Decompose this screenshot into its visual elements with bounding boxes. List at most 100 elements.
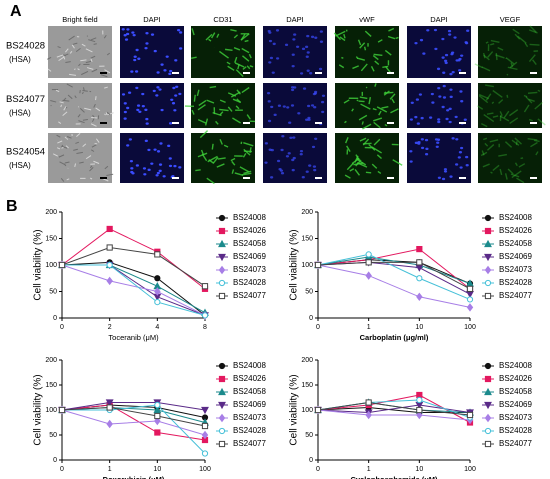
micrograph (263, 83, 327, 128)
series-line (317, 253, 471, 300)
nucleus (290, 104, 295, 107)
nucleus (444, 53, 449, 57)
nucleus (319, 30, 323, 33)
nucleus (133, 58, 137, 62)
nucleus (162, 175, 166, 178)
image-bg (48, 26, 112, 78)
legend-marker (218, 362, 226, 370)
nucleus (419, 38, 424, 42)
nucleus (463, 118, 467, 121)
chart: 0 50 100 150 200 0 1 10 100 Cyclophosphamide (μM)… (289, 357, 533, 479)
nucleus (268, 39, 273, 43)
fiber (498, 99, 504, 104)
fiber (196, 89, 200, 97)
nucleus (121, 93, 126, 96)
nucleus (291, 158, 295, 162)
nucleus (168, 157, 172, 160)
legend-marker (218, 413, 226, 423)
legend-marker (484, 413, 492, 423)
y-tick-label: 100 (45, 407, 57, 414)
nucleus (307, 116, 311, 120)
nucleus (436, 67, 441, 71)
legend-label: BS24077 (233, 439, 266, 448)
fiber (354, 169, 361, 176)
fiber (216, 33, 220, 38)
texture (57, 46, 61, 49)
point (106, 244, 113, 251)
legend-marker (484, 401, 492, 410)
nucleus (130, 170, 134, 174)
nucleus (143, 173, 147, 176)
legend-label: BS24026 (233, 374, 266, 383)
nucleus (178, 166, 182, 169)
fiber (235, 105, 240, 110)
texture (56, 54, 64, 58)
texture (92, 118, 95, 123)
fiber (212, 111, 222, 117)
fiber (359, 96, 368, 100)
fiber (497, 47, 504, 51)
texture (88, 39, 96, 43)
nucleus (289, 136, 293, 140)
legend-marker (484, 440, 492, 448)
nucleus (424, 153, 429, 156)
fiber (243, 142, 254, 147)
texture (103, 34, 107, 39)
fiber (231, 169, 235, 174)
texture (66, 83, 73, 88)
nucleus (458, 57, 462, 61)
series-line (61, 402, 206, 411)
series-line (62, 404, 206, 454)
fiber (231, 160, 236, 166)
fiber (248, 53, 252, 59)
nucleus (156, 150, 161, 153)
nucleus (453, 36, 457, 39)
point (201, 312, 209, 319)
nucleus (313, 168, 317, 172)
fiber (530, 141, 538, 148)
fiber (483, 54, 490, 61)
nucleus (409, 118, 414, 121)
fiber (483, 137, 488, 141)
point (154, 412, 161, 420)
nucleus (306, 69, 310, 72)
nucleus (299, 72, 304, 75)
nucleus (165, 55, 169, 58)
fiber (242, 66, 247, 70)
nucleus (284, 43, 289, 47)
fiber (242, 55, 250, 62)
micrograph (120, 133, 184, 183)
texture (55, 89, 60, 93)
fiber (486, 144, 495, 151)
nucleus (147, 148, 151, 152)
nucleus (150, 33, 155, 36)
x-tick-label: 10 (153, 466, 161, 473)
column-header: Bright field (62, 15, 97, 24)
fiber (362, 123, 372, 130)
micrograph (477, 83, 546, 128)
nucleus (321, 110, 325, 114)
nucleus (276, 159, 281, 163)
fiber (388, 27, 395, 32)
legend-marker (218, 440, 226, 448)
y-tick-label: 150 (45, 382, 57, 389)
row-label: BS24077 (6, 94, 45, 105)
nucleus (444, 61, 448, 65)
fiber (356, 157, 361, 161)
nucleus (173, 164, 177, 168)
fiber (503, 110, 510, 119)
nucleus (126, 32, 130, 36)
nucleus (305, 45, 309, 49)
fiber (201, 153, 208, 162)
nucleus (156, 71, 160, 74)
fiber (525, 96, 533, 104)
panel-label: A (10, 3, 22, 20)
y-tick-label: 100 (301, 262, 313, 269)
fiber (219, 138, 223, 145)
nucleus (449, 95, 453, 99)
texture (97, 115, 100, 120)
fiber (358, 100, 365, 103)
fiber (480, 151, 488, 157)
fiber (506, 73, 509, 76)
legend-label: BS24069 (233, 400, 266, 409)
